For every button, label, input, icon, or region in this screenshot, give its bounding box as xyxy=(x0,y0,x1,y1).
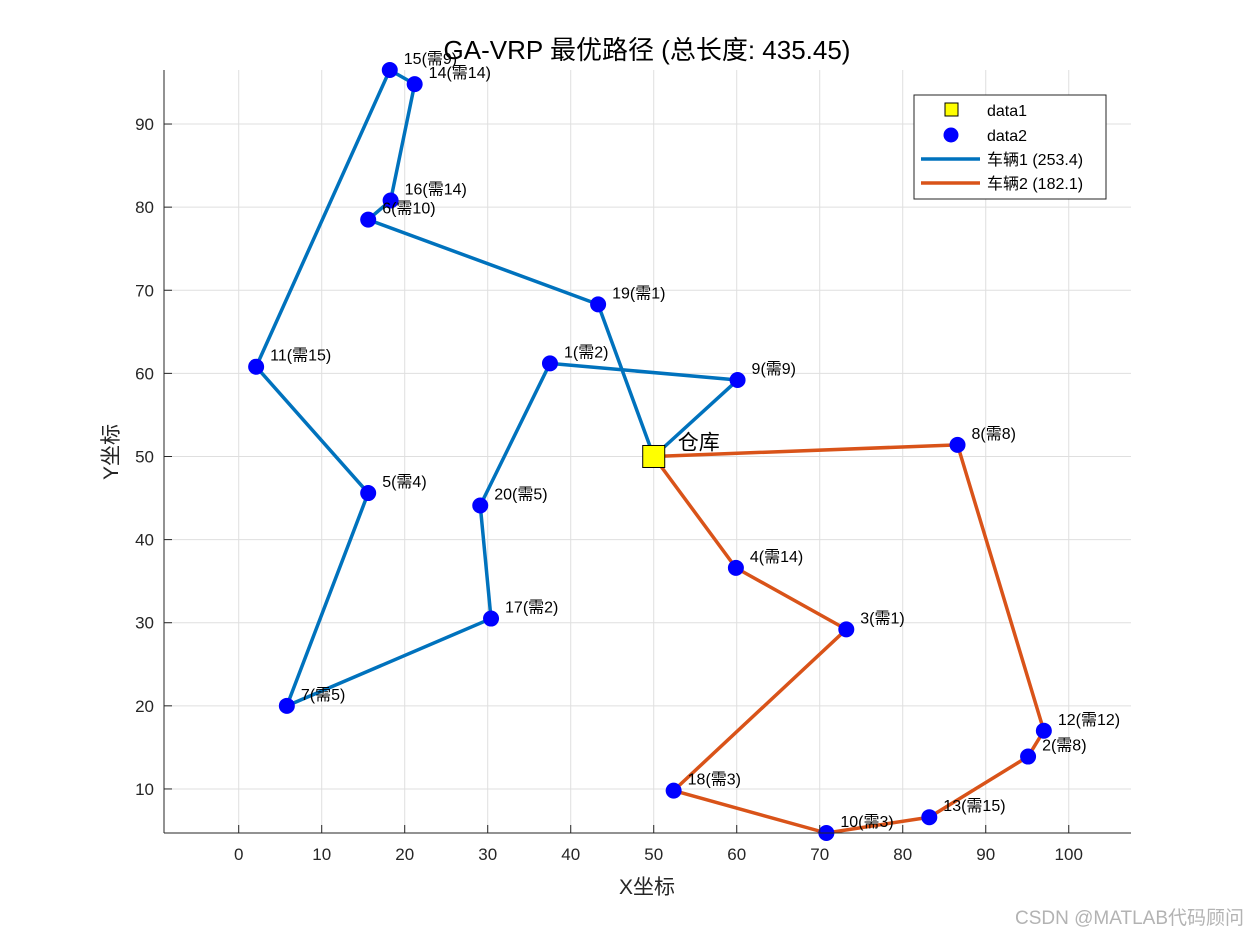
x-tick-label: 40 xyxy=(561,845,580,864)
watermark: CSDN @MATLAB代码顾问 xyxy=(1014,908,1244,929)
customer-point xyxy=(590,296,607,313)
y-tick-label: 10 xyxy=(135,780,154,799)
legend-vehicle1-label: 车辆1 (253.4) xyxy=(987,151,1083,169)
customer-label: 3(需1) xyxy=(860,609,904,627)
x-tick-label: 50 xyxy=(644,845,663,864)
x-tick-label: 90 xyxy=(976,845,995,864)
customer-label: 5(需4) xyxy=(382,473,426,491)
legend-customer-marker xyxy=(943,127,959,143)
customer-label: 18(需3) xyxy=(688,771,741,789)
customer-point xyxy=(729,372,746,389)
customer-label: 19(需1) xyxy=(612,284,665,302)
x-tick-label: 0 xyxy=(234,845,243,864)
customer-label: 4(需14) xyxy=(750,548,803,566)
x-tick-label: 100 xyxy=(1055,845,1083,864)
y-tick-label: 50 xyxy=(135,447,154,466)
customer-label: 8(需8) xyxy=(972,425,1016,443)
x-axis-label: X坐标 xyxy=(619,876,675,899)
x-tick-label: 30 xyxy=(478,845,497,864)
y-tick-label: 60 xyxy=(135,364,154,383)
point-labels: 1(需2) 2(需8) 3(需1) 4(需14) 5(需4) 6(需10) 7(需5) 8(需… xyxy=(270,50,1120,831)
customer-point xyxy=(360,211,377,228)
legend-customer-label: data2 xyxy=(987,128,1027,145)
customer-label: 7(需5) xyxy=(301,686,345,704)
y-tick-label: 40 xyxy=(135,531,154,550)
customer-point xyxy=(472,497,489,514)
customer-point xyxy=(541,355,558,372)
legend-vehicle2-label: 车辆2 (182.1) xyxy=(987,175,1083,193)
customer-point xyxy=(382,192,399,209)
legend-depot-marker xyxy=(944,102,959,117)
customer-point xyxy=(1035,722,1052,739)
legend-depot-label: data1 xyxy=(987,103,1027,120)
customer-label: 14(需14) xyxy=(429,64,491,82)
y-tick-label: 80 xyxy=(135,198,154,217)
customer-label: 10(需3) xyxy=(840,813,893,831)
customer-label: 1(需2) xyxy=(564,343,608,361)
customer-point xyxy=(921,809,938,826)
x-tick-label: 20 xyxy=(395,845,414,864)
customer-label: 12(需12) xyxy=(1058,711,1120,729)
customer-point xyxy=(360,485,377,502)
customer-point xyxy=(949,436,966,453)
y-tick-label: 20 xyxy=(135,697,154,716)
customer-point xyxy=(248,358,265,375)
customer-label: 16(需14) xyxy=(405,180,467,198)
customer-label: 20(需5) xyxy=(494,486,547,504)
y-tick-label: 30 xyxy=(135,614,154,633)
x-tick-label: 70 xyxy=(810,845,829,864)
customer-label: 2(需8) xyxy=(1042,737,1086,755)
customer-label: 13(需15) xyxy=(943,797,1005,815)
customer-label: 6(需10) xyxy=(382,200,435,218)
y-tick-label: 70 xyxy=(135,281,154,300)
x-tick-label: 80 xyxy=(893,845,912,864)
customer-point xyxy=(727,559,744,576)
customer-point xyxy=(406,76,423,93)
customer-label: 17(需2) xyxy=(505,599,558,617)
customer-point xyxy=(483,610,500,627)
customer-point xyxy=(665,782,682,799)
customer-points xyxy=(248,62,1052,841)
customer-point xyxy=(278,697,295,714)
y-axis-label: Y坐标 xyxy=(100,424,123,480)
customer-point xyxy=(381,62,398,78)
depot-label: 仓库 xyxy=(678,431,720,454)
customer-label: 9(需9) xyxy=(752,360,796,378)
customer-point xyxy=(1020,748,1037,765)
customer-label: 11(需15) xyxy=(270,347,331,365)
customer-label: 15(需9) xyxy=(404,50,457,68)
axes: 0 10 20 30 40 50 60 70 80 90 100 10 20 30 40 50 60 70 80 90 xyxy=(135,70,1131,864)
y-tick-label: 90 xyxy=(135,115,154,134)
x-tick-label: 60 xyxy=(727,845,746,864)
chart-title: GA-VRP 最优路径 (总长度: 435.45) xyxy=(444,35,851,65)
depot-marker xyxy=(642,444,666,468)
customer-point xyxy=(838,621,855,638)
x-tick-label: 10 xyxy=(312,845,331,864)
vehicle2-route xyxy=(651,443,1046,835)
legend: data1 data2 车辆1 (253.4) 车辆2 (182.1) xyxy=(913,94,1107,200)
